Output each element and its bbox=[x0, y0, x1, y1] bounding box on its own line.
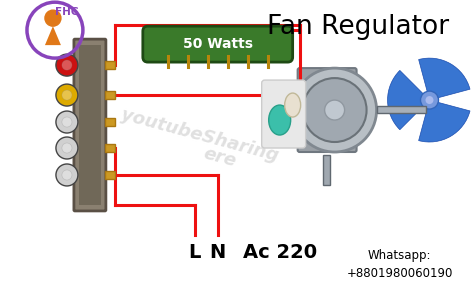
Polygon shape bbox=[45, 26, 61, 45]
Circle shape bbox=[62, 170, 72, 180]
Text: 50 Watts: 50 Watts bbox=[183, 37, 253, 51]
Circle shape bbox=[62, 143, 72, 153]
Wedge shape bbox=[419, 100, 470, 142]
Circle shape bbox=[62, 117, 72, 127]
Circle shape bbox=[56, 84, 78, 106]
Circle shape bbox=[56, 137, 78, 159]
Text: Ac 220: Ac 220 bbox=[243, 243, 317, 262]
Bar bbox=[105, 61, 115, 69]
FancyBboxPatch shape bbox=[262, 80, 306, 148]
Circle shape bbox=[56, 164, 78, 186]
FancyBboxPatch shape bbox=[298, 68, 356, 152]
Circle shape bbox=[426, 96, 434, 104]
Wedge shape bbox=[419, 58, 470, 100]
FancyBboxPatch shape bbox=[74, 39, 106, 211]
Text: Whatsapp:
+8801980060190: Whatsapp: +8801980060190 bbox=[346, 249, 453, 280]
Circle shape bbox=[325, 100, 345, 120]
Circle shape bbox=[62, 60, 72, 70]
Circle shape bbox=[56, 111, 78, 133]
Bar bbox=[105, 118, 115, 126]
Text: FHC: FHC bbox=[55, 7, 79, 17]
Text: Fan Regulator: Fan Regulator bbox=[266, 14, 449, 40]
Circle shape bbox=[62, 90, 72, 100]
Circle shape bbox=[292, 68, 376, 152]
Text: N: N bbox=[210, 243, 226, 262]
Circle shape bbox=[56, 54, 78, 76]
Bar bbox=[105, 91, 115, 99]
Bar bbox=[323, 155, 329, 185]
Text: ere: ere bbox=[201, 144, 238, 170]
Bar bbox=[105, 144, 115, 152]
Bar bbox=[79, 45, 101, 205]
Circle shape bbox=[302, 78, 366, 142]
Ellipse shape bbox=[269, 105, 291, 135]
Bar bbox=[105, 171, 115, 179]
FancyBboxPatch shape bbox=[143, 26, 292, 62]
Text: youtubeSharing: youtubeSharing bbox=[119, 105, 281, 165]
Ellipse shape bbox=[285, 93, 301, 117]
Text: L: L bbox=[189, 243, 201, 262]
Circle shape bbox=[45, 10, 61, 26]
Bar bbox=[376, 106, 427, 113]
Circle shape bbox=[420, 91, 438, 109]
Wedge shape bbox=[388, 70, 429, 130]
